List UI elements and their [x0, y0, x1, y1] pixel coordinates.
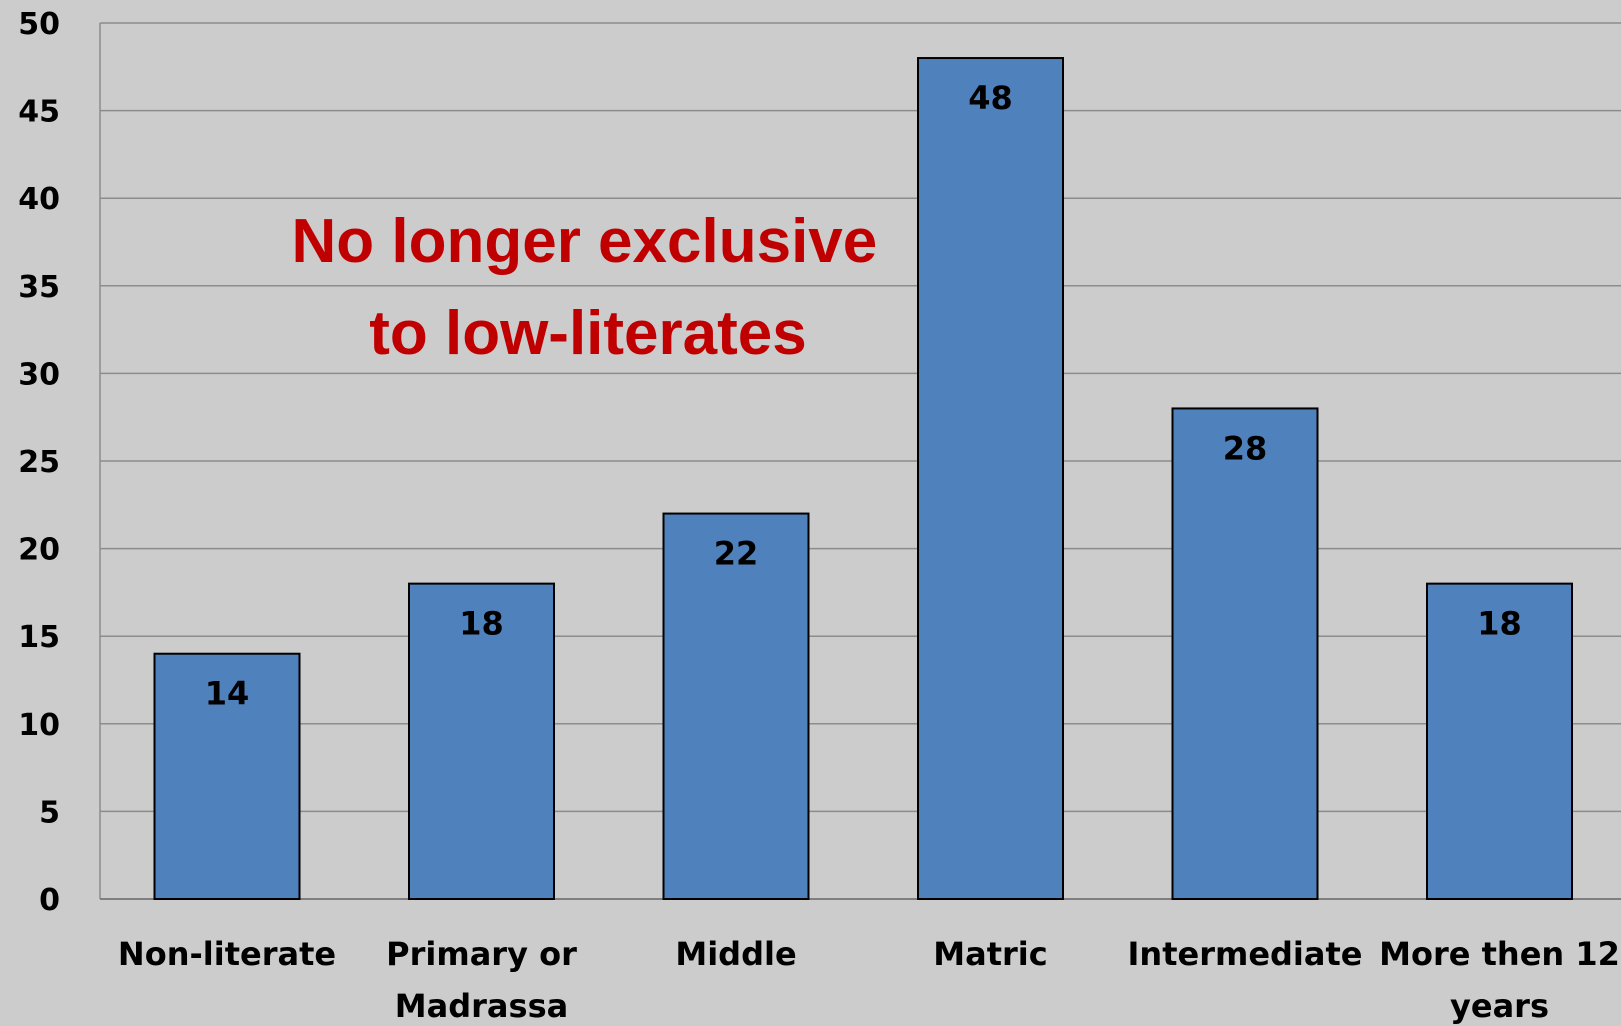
y-tick-label: 25 [18, 445, 60, 480]
axes [99, 23, 1621, 900]
x-axis-category-labels: Non-literate Primary or Madrassa Middle Matr… [118, 935, 1620, 1025]
x-category-label: years [1450, 987, 1549, 1025]
x-category-label: Middle [675, 935, 796, 973]
gridlines [100, 22, 1621, 813]
value-labels: 14 18 22 48 28 18 [205, 79, 1522, 713]
annotation-line-2: to low-literates [369, 299, 807, 368]
bar-value-label: 18 [1477, 605, 1522, 643]
bar [408, 582, 555, 900]
y-tick-label: 35 [18, 270, 60, 305]
x-category-label: Primary or [386, 935, 577, 973]
x-category-label: Madrassa [395, 987, 568, 1025]
y-tick-label: 10 [18, 708, 60, 743]
bar [662, 512, 810, 900]
x-category-label: Intermediate [1128, 935, 1363, 973]
annotation-line-1: No longer exclusive [292, 207, 878, 276]
bar [1171, 407, 1319, 900]
x-category-label: Matric [933, 935, 1047, 973]
bar [153, 652, 301, 900]
bar-value-label: 28 [1223, 429, 1268, 467]
bar-value-label: 18 [459, 605, 504, 643]
bars [153, 57, 1573, 901]
annotation-text: No longer exclusive to low-literates [292, 207, 895, 368]
y-tick-label: 45 [18, 95, 60, 130]
bar-value-label: 48 [968, 79, 1013, 117]
y-tick-label: 0 [39, 883, 60, 918]
bar [917, 57, 1064, 901]
x-category-label: Non-literate [118, 935, 336, 973]
y-tick-label: 30 [18, 357, 60, 392]
y-tick-label: 15 [18, 620, 60, 655]
x-category-label: More then 12 [1379, 935, 1620, 973]
y-tick-label: 50 [18, 7, 60, 42]
bar-value-label: 14 [205, 675, 250, 713]
bar [1426, 582, 1573, 900]
y-tick-label: 40 [18, 182, 60, 217]
y-tick-label: 5 [39, 795, 60, 830]
bar-value-label: 22 [714, 535, 759, 573]
y-axis-tick-labels: 0 5 10 15 20 25 30 35 40 45 50 [18, 7, 60, 918]
y-tick-label: 20 [18, 533, 60, 568]
